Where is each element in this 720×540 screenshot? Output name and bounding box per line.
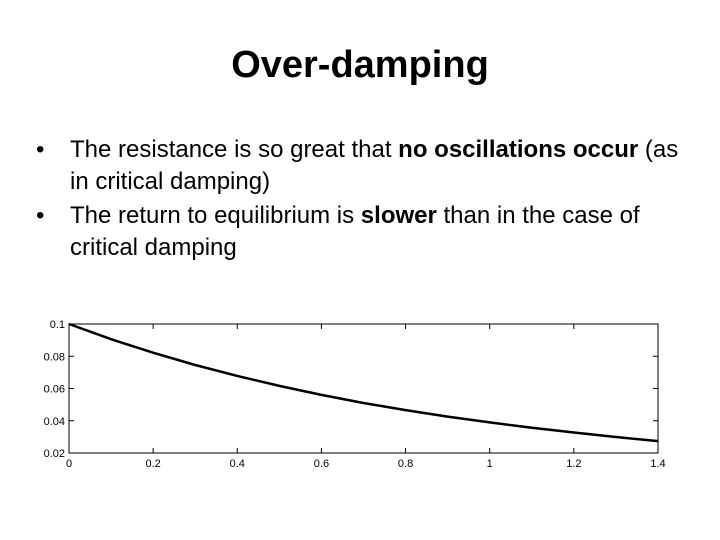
x-tick-label: 1.2	[566, 458, 581, 470]
y-tick-label: 0.02	[44, 448, 65, 460]
x-tick-label: 1	[487, 458, 493, 470]
x-tick-label: 0.6	[314, 458, 329, 470]
y-tick-label: 0.06	[44, 384, 65, 396]
plot-frame	[68, 323, 659, 454]
slide-title: Over-damping	[231, 44, 489, 86]
x-tick-label: 0.8	[398, 458, 413, 470]
bullet-text-plain: than in the case of critical damping	[70, 202, 640, 261]
x-tick-label: 0	[66, 458, 72, 470]
bullet-text-plain: The return to equilibrium is	[70, 202, 361, 229]
bullet-text-plain: The resistance is so great that	[70, 136, 399, 163]
y-tick-label: 0.1	[50, 319, 65, 331]
y-tick-label: 0.04	[44, 416, 65, 428]
bullet-list: • The resistance is so great that no osc…	[36, 134, 696, 266]
bullet-text-bold: slower	[360, 202, 437, 229]
damping-line-chart: 0 0.2 0.4 0.6 0.8 1 1.2 1.4 0.02 0.04 0.06 0.08 0.1	[44, 319, 666, 470]
bullet-point-icon: •	[36, 136, 45, 163]
series-line	[68, 322, 659, 443]
x-tick-label: 0.4	[230, 458, 245, 470]
y-tick-label: 0.08	[44, 351, 65, 363]
bullet-item: • The resistance is so great that no osc…	[36, 134, 696, 198]
x-tick-label: 0.2	[145, 458, 160, 470]
bullet-text-bold: no oscillations occur	[398, 136, 639, 163]
bullet-text-plain: (as in critical damping)	[70, 136, 679, 195]
bullet-item: • The return to equilibrium is slower th…	[36, 200, 696, 264]
bullet-point-icon: •	[36, 202, 45, 229]
x-tick-label: 1.4	[650, 458, 665, 470]
